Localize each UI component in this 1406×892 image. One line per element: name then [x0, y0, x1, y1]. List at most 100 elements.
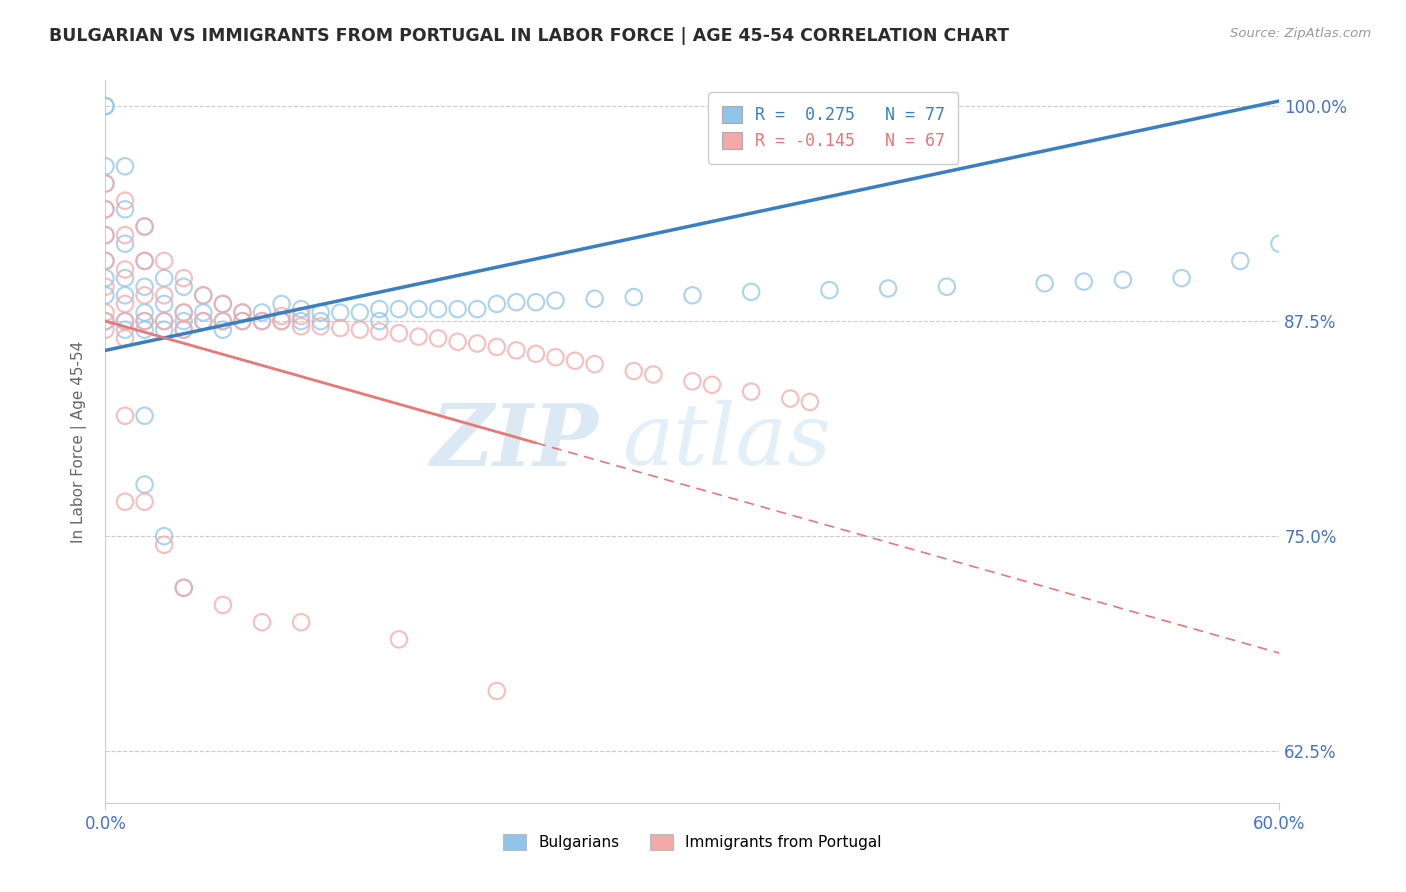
- Point: [231, 314, 253, 328]
- Point: [173, 581, 195, 595]
- Point: [94, 323, 117, 337]
- Point: [134, 219, 156, 234]
- Point: [114, 228, 136, 243]
- Point: [94, 314, 117, 328]
- Point: [114, 314, 136, 328]
- Point: [564, 353, 586, 368]
- Point: [447, 301, 470, 316]
- Point: [114, 202, 136, 217]
- Point: [524, 295, 547, 310]
- Point: [173, 305, 195, 319]
- Point: [114, 159, 136, 173]
- Text: BULGARIAN VS IMMIGRANTS FROM PORTUGAL IN LABOR FORCE | AGE 45-54 CORRELATION CHA: BULGARIAN VS IMMIGRANTS FROM PORTUGAL IN…: [49, 27, 1010, 45]
- Text: Source: ZipAtlas.com: Source: ZipAtlas.com: [1230, 27, 1371, 40]
- Point: [211, 297, 233, 311]
- Point: [505, 343, 527, 358]
- Point: [329, 321, 352, 335]
- Point: [114, 271, 136, 285]
- Point: [94, 177, 117, 191]
- Point: [94, 288, 117, 302]
- Point: [114, 297, 136, 311]
- Point: [153, 323, 176, 337]
- Point: [290, 309, 312, 323]
- Point: [388, 326, 411, 340]
- Point: [779, 392, 801, 406]
- Text: atlas: atlas: [621, 401, 831, 483]
- Point: [231, 314, 253, 328]
- Point: [173, 314, 195, 328]
- Point: [94, 159, 117, 173]
- Point: [94, 253, 117, 268]
- Point: [818, 283, 841, 297]
- Point: [94, 228, 117, 243]
- Point: [427, 331, 450, 345]
- Point: [231, 305, 253, 319]
- Point: [134, 494, 156, 508]
- Point: [583, 357, 606, 371]
- Point: [134, 477, 156, 491]
- Point: [485, 297, 508, 311]
- Point: [193, 314, 215, 328]
- Point: [465, 301, 488, 316]
- Point: [211, 323, 233, 337]
- Point: [94, 202, 117, 217]
- Point: [682, 375, 704, 389]
- Point: [935, 279, 957, 293]
- Point: [700, 377, 723, 392]
- Point: [153, 253, 176, 268]
- Point: [153, 271, 176, 285]
- Point: [153, 314, 176, 328]
- Point: [270, 314, 292, 328]
- Point: [1170, 271, 1192, 285]
- Point: [368, 325, 391, 339]
- Point: [134, 288, 156, 302]
- Point: [290, 615, 312, 630]
- Point: [231, 305, 253, 319]
- Point: [173, 323, 195, 337]
- Point: [114, 236, 136, 251]
- Point: [388, 632, 411, 647]
- Point: [799, 395, 821, 409]
- Point: [329, 305, 352, 319]
- Point: [250, 305, 273, 319]
- Point: [544, 350, 567, 364]
- Point: [309, 305, 332, 319]
- Point: [485, 684, 508, 698]
- Point: [153, 288, 176, 302]
- Point: [134, 314, 156, 328]
- Point: [134, 323, 156, 337]
- Point: [94, 314, 117, 328]
- Point: [349, 323, 371, 337]
- Point: [643, 368, 665, 382]
- Point: [427, 301, 450, 316]
- Point: [290, 319, 312, 334]
- Point: [877, 281, 900, 295]
- Point: [290, 301, 312, 316]
- Point: [94, 279, 117, 293]
- Point: [134, 253, 156, 268]
- Point: [134, 279, 156, 293]
- Point: [408, 329, 430, 343]
- Point: [682, 288, 704, 302]
- Point: [485, 340, 508, 354]
- Point: [114, 331, 136, 345]
- Point: [114, 494, 136, 508]
- Point: [94, 305, 117, 319]
- Point: [114, 314, 136, 328]
- Point: [114, 323, 136, 337]
- Legend: Bulgarians, Immigrants from Portugal: Bulgarians, Immigrants from Portugal: [498, 829, 887, 856]
- Point: [211, 314, 233, 328]
- Point: [1268, 236, 1291, 251]
- Point: [153, 529, 176, 543]
- Point: [94, 99, 117, 113]
- Point: [250, 314, 273, 328]
- Point: [623, 364, 645, 378]
- Point: [544, 293, 567, 308]
- Text: ZIP: ZIP: [430, 400, 599, 483]
- Point: [193, 305, 215, 319]
- Point: [153, 314, 176, 328]
- Point: [94, 253, 117, 268]
- Point: [447, 334, 470, 349]
- Y-axis label: In Labor Force | Age 45-54: In Labor Force | Age 45-54: [70, 341, 87, 542]
- Point: [134, 219, 156, 234]
